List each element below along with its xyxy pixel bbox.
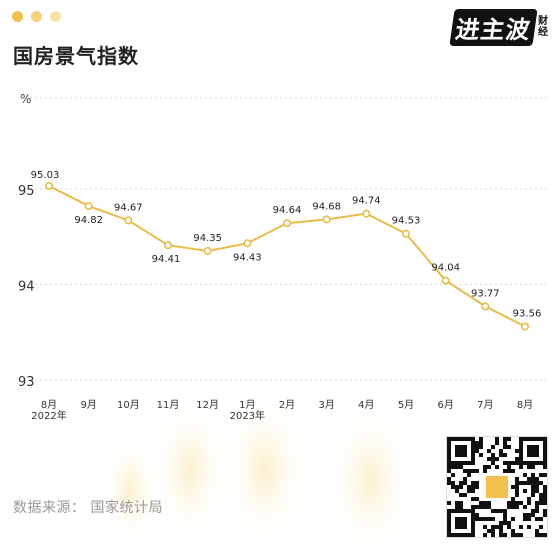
data-point-5: [203, 246, 212, 255]
data-label-7: 94.64: [273, 205, 302, 216]
data-point-9: [362, 209, 371, 218]
x-tick-label-2: 9月: [80, 399, 96, 411]
grid-lines: [30, 97, 548, 381]
y-tick-label-2: 94: [18, 279, 35, 294]
x-year-label-1: 2022年: [31, 409, 66, 422]
brand-side-2: 经: [538, 27, 548, 38]
data-point-1: [44, 181, 53, 190]
glow-1: [150, 390, 230, 548]
data-label-13: 93.56: [513, 308, 542, 319]
window-dots: [12, 11, 61, 22]
x-tick-label-12: 7月: [477, 399, 493, 411]
data-point-4: [164, 241, 173, 250]
x-tick-label-1: 8月: [41, 399, 57, 411]
x-tick-label-6: 1月: [239, 399, 255, 411]
x-tick-label-10: 5月: [398, 399, 414, 411]
qr-code: [446, 436, 548, 538]
background-glow: [100, 385, 416, 548]
x-tick-label-9: 4月: [358, 399, 374, 411]
data-point-13: [520, 322, 529, 331]
data-point-11: [441, 276, 450, 285]
x-tick-label-5: 12月: [196, 399, 219, 411]
glow-3: [324, 395, 416, 548]
data-label-3: 94.67: [114, 202, 143, 213]
data-point-3: [124, 216, 133, 225]
dot-3: [50, 11, 61, 22]
data-point-8: [322, 215, 331, 224]
data-point-2: [84, 202, 93, 211]
data-label-10: 94.53: [392, 216, 421, 227]
glow-2: [217, 385, 313, 548]
data-label-1: 95.03: [31, 170, 60, 181]
brand-side-1: 财: [538, 16, 548, 27]
data-label-5: 94.35: [193, 233, 222, 244]
x-tick-label-11: 6月: [437, 399, 453, 411]
data-point-10: [401, 229, 410, 238]
x-tick-label-4: 11月: [157, 399, 180, 411]
dot-1: [12, 11, 23, 22]
glow-4: [100, 430, 160, 548]
data-label-11: 94.04: [431, 263, 460, 274]
data-label-8: 94.68: [312, 201, 341, 212]
x-tick-label-7: 2月: [279, 399, 295, 411]
x-year-label-6: 2023年: [230, 409, 265, 422]
data-label-4: 94.41: [152, 254, 181, 265]
y-tick-label-3: 93: [18, 375, 35, 390]
y-tick-label-1: 95: [18, 184, 35, 199]
dot-2: [31, 11, 42, 22]
data-point-7: [282, 219, 291, 228]
x-tick-label-8: 3月: [318, 399, 334, 411]
brand-logo: 进主波 财 经: [449, 8, 548, 46]
data-label-12: 93.77: [471, 288, 500, 299]
source-value: 国家统计局: [90, 500, 163, 516]
data-point-12: [481, 302, 490, 311]
y-axis-ticks: 95 94 93: [18, 184, 35, 390]
data-labels: 95.03 94.82 94.67 94.41 94.35 94.43 94.64 94.68…: [31, 170, 542, 320]
x-tick-label-13: 8月: [517, 399, 533, 411]
data-label-2: 94.82: [74, 215, 103, 226]
qr-center-logo: [484, 474, 510, 500]
data-points: [44, 181, 529, 331]
data-point-6: [243, 239, 252, 248]
data-label-6: 94.43: [233, 252, 262, 263]
qr-code-image: [447, 437, 547, 537]
x-tick-label-3: 10月: [117, 399, 140, 411]
chart-title: 国房景气指数: [13, 44, 139, 68]
y-axis-label: %: [20, 92, 31, 106]
data-label-9: 94.74: [352, 196, 381, 207]
brand-side: 财 经: [538, 16, 548, 38]
source-label: 数据来源：: [13, 500, 86, 516]
data-source: 数据来源： 国家统计局: [13, 497, 163, 517]
